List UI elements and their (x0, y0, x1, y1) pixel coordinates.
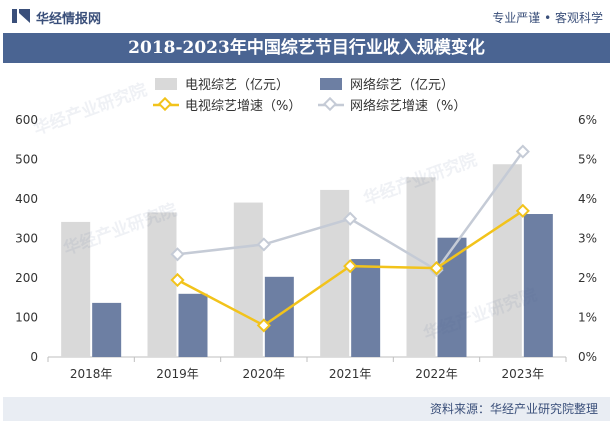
net-bar (264, 276, 294, 357)
y-right-tick: 5% (578, 153, 597, 167)
x-tick-label: 2022年 (415, 367, 458, 381)
chart: 电视综艺（亿元） 网络综艺（亿元） 电视综艺增速（%） 网络综艺增速（%） 0 100 20… (15, 77, 597, 381)
net-growth-point (256, 237, 271, 252)
legend-label: 电视综艺增速（%） (185, 99, 301, 114)
legend-marker (322, 96, 338, 112)
tv-bar (233, 202, 263, 357)
tv-growth-point (170, 272, 185, 288)
net-growth-point (515, 144, 530, 159)
x-tick-label: 2018年 (70, 367, 113, 381)
y-right-tick: 3% (578, 232, 597, 246)
x-tick-label: 2021年 (329, 367, 372, 381)
x-tick-label: 2020年 (243, 367, 286, 381)
legend-label: 网络综艺增速（%） (350, 98, 466, 114)
chart-title: 2018-2023年中国综艺节目行业收入规模变化 (128, 38, 485, 58)
x-tick-label: 2023年 (502, 367, 545, 381)
logo-icon (12, 9, 30, 23)
net-bar (351, 259, 381, 357)
slogan: 专业严谨 • 客观科学 (492, 11, 603, 25)
legend-marker (157, 96, 173, 112)
footer: 资料来源：华经产业研究院整理 (3, 397, 610, 421)
tv-bar (492, 164, 522, 357)
tv-growth-point (343, 259, 358, 274)
tv-bar (147, 212, 177, 357)
y-left-tick: 100 (15, 311, 38, 325)
y-right-tick: 0% (578, 350, 597, 364)
y-right-tick: 2% (578, 271, 597, 285)
y-right-tick: 1% (578, 311, 597, 325)
tv-growth-point (429, 261, 444, 276)
net-bar (178, 293, 208, 357)
source-note: 资料来源：华经产业研究院整理 (429, 402, 598, 416)
y-left-tick: 300 (15, 232, 38, 246)
net-growth-point (343, 211, 358, 226)
y-left-tick: 600 (15, 113, 38, 127)
tv-bar (61, 221, 91, 357)
y-left-tick: 0 (30, 350, 38, 364)
legend-swatch (320, 78, 342, 90)
legend-label: 电视综艺（亿元） (185, 78, 289, 93)
y-left-tick: 500 (15, 153, 38, 167)
net-growth-line (177, 150, 524, 272)
y-left-tick: 400 (15, 192, 38, 206)
net-growth-point (170, 247, 185, 262)
y-right-tick: 4% (578, 192, 597, 206)
tv-growth-point (256, 318, 271, 333)
top-bar: 华经情报网 专业严谨 • 客观科学 (0, 0, 613, 32)
legend-swatch (155, 78, 177, 90)
net-bar (92, 302, 122, 357)
legend-label: 网络综艺（亿元） (350, 77, 454, 93)
net-bar (437, 237, 467, 357)
tv-growth-point (515, 203, 530, 218)
net-bar (523, 214, 553, 357)
title-bar: 2018-2023年中国综艺节目行业收入规模变化 (3, 33, 610, 63)
tv-bar (320, 189, 350, 357)
y-right-tick: 6% (578, 113, 597, 127)
brand-name: 华经情报网 (36, 12, 102, 27)
y-left-tick: 200 (15, 271, 38, 285)
x-tick-label: 2019年 (156, 367, 199, 381)
